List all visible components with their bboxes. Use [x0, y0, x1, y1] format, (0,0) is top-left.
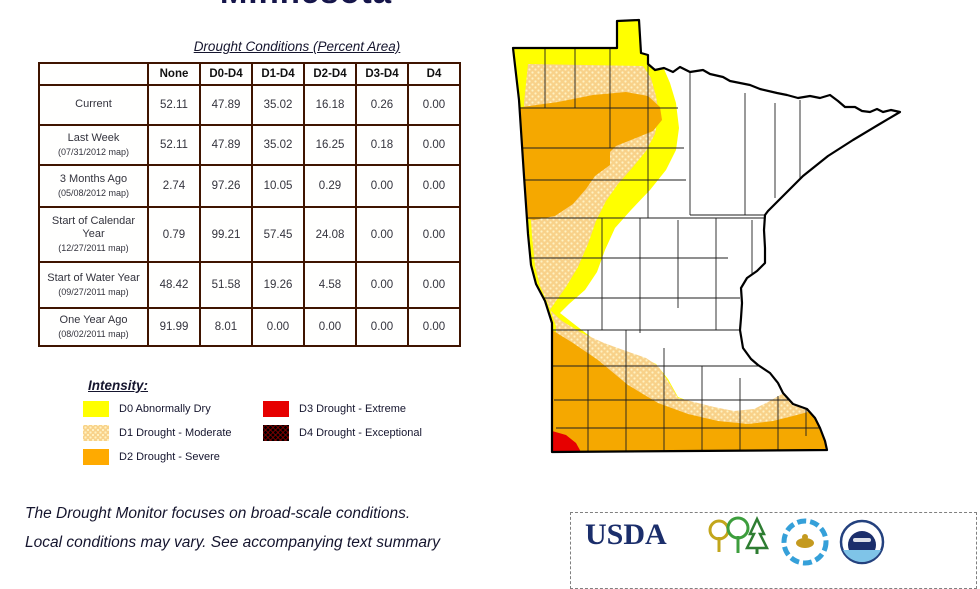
table-cell: 35.02: [251, 84, 305, 126]
table-cell: 52.11: [147, 124, 201, 166]
table-cell: 0.26: [355, 84, 409, 126]
table-cell: 47.89: [199, 124, 253, 166]
column-header-d3-d4: D3-D4: [355, 62, 409, 86]
table-cell: 19.26: [251, 261, 305, 309]
round-agency-seal-icon: [839, 519, 885, 565]
row-label-date: (12/27/2011 map): [58, 243, 129, 254]
legend-label: D1 Drought - Moderate: [119, 427, 232, 439]
table-cell: 0.00: [407, 206, 461, 263]
blue-ring-emblem-icon: [781, 518, 829, 566]
table-row: One Year Ago (08/02/2011 map) 91.99 8.01 …: [38, 307, 461, 347]
d1-swatch-icon: [83, 425, 109, 441]
table-cell: 99.21: [199, 206, 253, 263]
table-row: Last Week (07/31/2012 map) 52.11 47.89 35…: [38, 124, 461, 166]
table-cell: 0.00: [355, 164, 409, 208]
drought-conditions-table: None D0-D4 D1-D4 D2-D4 D3-D4 D4 Current …: [38, 62, 461, 347]
legend-label: D2 Drought - Severe: [119, 451, 220, 463]
table-cell: 0.00: [355, 307, 409, 347]
table-cell: 48.42: [147, 261, 201, 309]
table-cell: 16.25: [303, 124, 357, 166]
legend-label: D0 Abnormally Dry: [119, 403, 211, 415]
d3-swatch-icon: [263, 401, 289, 417]
state-outline: [511, 18, 902, 454]
row-label-text: Current: [75, 97, 112, 110]
table-cell: 0.00: [407, 164, 461, 208]
legend-item-d1: D1 Drought - Moderate: [83, 425, 232, 441]
row-label-last-week: Last Week (07/31/2012 map): [38, 124, 149, 166]
legend-item-d0: D0 Abnormally Dry: [83, 401, 211, 417]
row-label-date: (08/02/2011 map): [58, 328, 129, 339]
legend-label: D4 Drought - Exceptional: [299, 427, 422, 439]
d0-swatch-icon: [83, 401, 109, 417]
legend-label: D3 Drought - Extreme: [299, 403, 406, 415]
d4-swatch-icon: [263, 425, 289, 441]
table-cell: 57.45: [251, 206, 305, 263]
table-cell: 24.08: [303, 206, 357, 263]
table-cell: 8.01: [199, 307, 253, 347]
row-label-current: Current: [38, 84, 149, 126]
table-cell: 97.26: [199, 164, 253, 208]
table-cell: 0.00: [407, 124, 461, 166]
legend-heading: Intensity:: [88, 378, 149, 393]
column-header-d1-d4: D1-D4: [251, 62, 305, 86]
table-cell: 0.29: [303, 164, 357, 208]
row-label-one-year-ago: One Year Ago (08/02/2011 map): [38, 307, 149, 347]
table-cell: 0.00: [407, 261, 461, 309]
row-label-date: (05/08/2012 map): [57, 187, 130, 198]
table-corner-cell: [38, 62, 149, 86]
row-label-date: (07/31/2012 map): [57, 146, 130, 157]
table-cell: 0.79: [147, 206, 201, 263]
footnote-line-1: The Drought Monitor focuses on broad-sca…: [25, 505, 411, 522]
page-title: Minnesota: [216, 0, 396, 11]
county-lines: [513, 48, 820, 452]
column-header-d4: D4: [407, 62, 461, 86]
column-header-d0-d4: D0-D4: [199, 62, 253, 86]
table-cell: 0.00: [251, 307, 305, 347]
row-label-date: (09/27/2011 map): [58, 286, 129, 297]
row-label-text: Last Week: [67, 132, 120, 144]
table-row: 3 Months Ago (05/08/2012 map) 2.74 97.26 …: [38, 164, 461, 208]
legend-item-d2: D2 Drought - Severe: [83, 449, 220, 465]
legend-item-d4: D4 Drought - Exceptional: [263, 425, 422, 441]
minnesota-drought-map: [498, 8, 978, 468]
row-label-text: 3 Months Ago: [59, 173, 128, 185]
row-label-text: Start of Calendar Year: [51, 214, 136, 241]
table-cell: 0.00: [355, 206, 409, 263]
table-cell: 0.18: [355, 124, 409, 166]
usda-logo: USDA: [585, 518, 667, 551]
table-cell: 52.11: [147, 84, 201, 126]
table-cell: 0.00: [355, 261, 409, 309]
table-cell: 0.00: [407, 84, 461, 126]
legend-item-d3: D3 Drought - Extreme: [263, 401, 406, 417]
d2-swatch-icon: [83, 449, 109, 465]
table-caption: Drought Conditions (Percent Area): [193, 39, 401, 54]
d2-region-northwest: [515, 92, 662, 220]
d3-region-southwest: [552, 431, 581, 452]
row-label-text: Start of Water Year: [47, 272, 140, 284]
row-label-start-calendar-year: Start of Calendar Year (12/27/2011 map): [38, 206, 149, 263]
table-cell: 0.00: [407, 307, 461, 347]
column-header-none: None: [147, 62, 201, 86]
row-label-3-months-ago: 3 Months Ago (05/08/2012 map): [38, 164, 149, 208]
table-cell: 4.58: [303, 261, 357, 309]
table-row: Start of Calendar Year (12/27/2011 map) 0…: [38, 206, 461, 263]
table-cell: 2.74: [147, 164, 201, 208]
table-cell: 91.99: [147, 307, 201, 347]
footnote-line-2: Local conditions may vary. See accompany…: [25, 534, 440, 551]
table-cell: 16.18: [303, 84, 357, 126]
column-header-d2-d4: D2-D4: [303, 62, 357, 86]
table-cell: 35.02: [251, 124, 305, 166]
table-cell: 51.58: [199, 261, 253, 309]
table-row: Current 52.11 47.89 35.02 16.18 0.26 0.0…: [38, 84, 461, 126]
table-cell: 47.89: [199, 84, 253, 126]
table-cell: 10.05: [251, 164, 305, 208]
forest-service-trees-icon: [708, 516, 769, 554]
table-row: Start of Water Year (09/27/2011 map) 48.4…: [38, 261, 461, 309]
table-cell: 0.00: [303, 307, 357, 347]
row-label-text: One Year Ago: [59, 314, 128, 326]
row-label-start-water-year: Start of Water Year (09/27/2011 map): [38, 261, 149, 309]
d2-region-south: [552, 330, 827, 452]
